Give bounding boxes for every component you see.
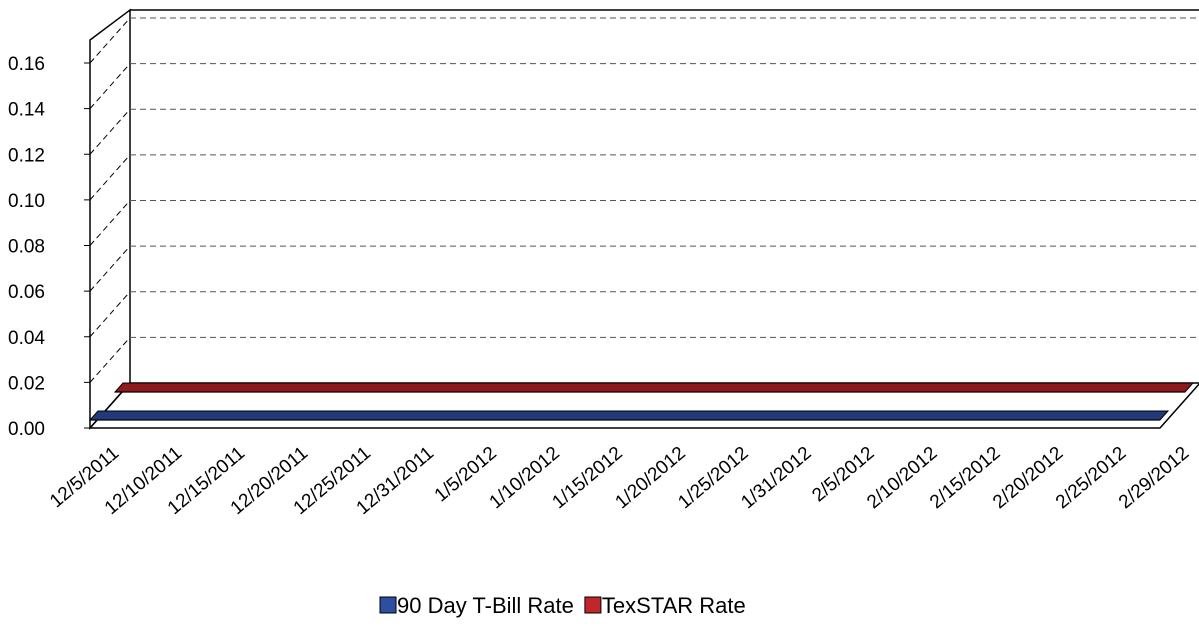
legend-swatch	[379, 596, 397, 614]
area-top	[113, 382, 1195, 393]
legend-label: TexSTAR Rate	[602, 593, 746, 618]
side-wall	[89, 8, 131, 430]
x-tick-label: 1/31/2012	[737, 443, 815, 513]
y-tick-label: 0.00	[8, 419, 45, 440]
y-tick-label: 0.14	[8, 100, 45, 121]
y-tick-label: 0.08	[8, 237, 45, 258]
legend-swatch	[584, 596, 602, 614]
y-tick-label: 0.16	[8, 54, 45, 75]
y-tick-label: 0.10	[8, 191, 45, 212]
grid-line	[89, 291, 131, 338]
back-wall	[130, 9, 1199, 384]
y-tick-label: 0.04	[8, 328, 45, 349]
grid-line	[89, 108, 131, 155]
grid-line	[89, 63, 131, 109]
y-tick-label: 0.12	[8, 145, 45, 166]
grid-line	[89, 337, 131, 383]
grid-line	[89, 17, 131, 64]
y-tick-label: 0.02	[8, 373, 45, 394]
x-tick-label: 2/29/2012	[1115, 443, 1193, 513]
area-top	[88, 410, 1170, 421]
grid-line	[89, 154, 131, 201]
grid-line	[89, 200, 131, 246]
legend-label: 90 Day T-Bill Rate	[397, 593, 574, 618]
y-tick-label: 0.06	[8, 282, 45, 303]
grid-line	[89, 245, 131, 292]
